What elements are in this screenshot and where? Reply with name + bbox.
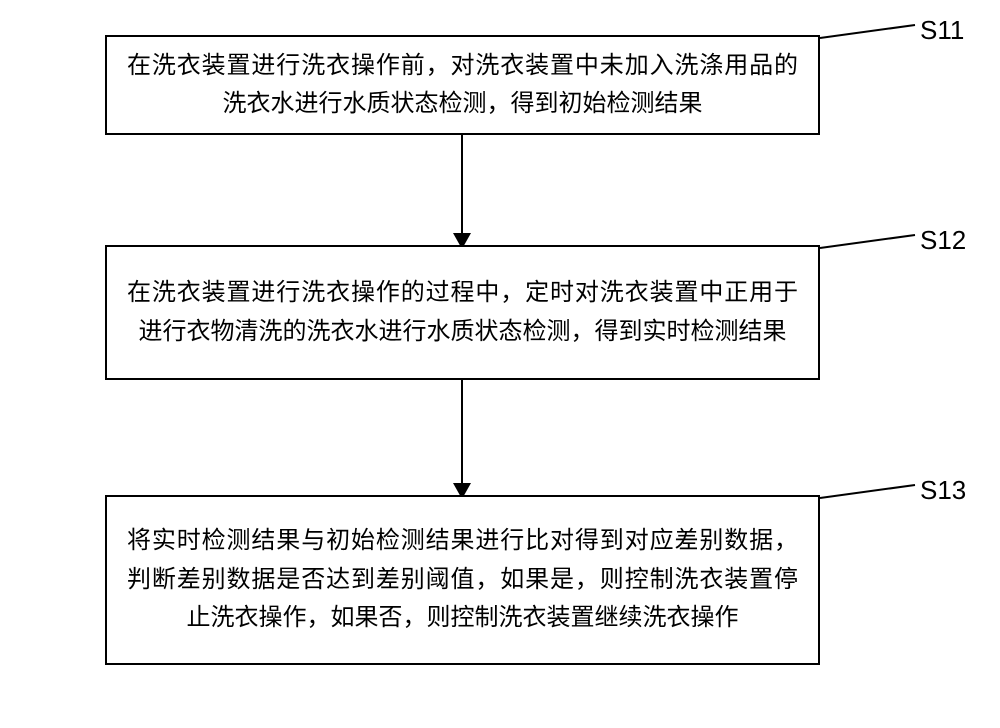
flowchart-container: 在洗衣装置进行洗衣操作前，对洗衣装置中未加入洗涤用品的洗衣水进行水质状态检测，得… — [0, 0, 1000, 728]
flow-label-s12: S12 — [920, 225, 966, 256]
flow-step-s13-text: 将实时检测结果与初始检测结果进行比对得到对应差别数据，判断差别数据是否达到差别阈… — [127, 522, 798, 637]
flow-step-s11-text: 在洗衣装置进行洗衣操作前，对洗衣装置中未加入洗涤用品的洗衣水进行水质状态检测，得… — [127, 47, 798, 124]
arrow-s11-s12 — [461, 135, 463, 233]
flow-label-s13: S13 — [920, 475, 966, 506]
flow-step-s13: 将实时检测结果与初始检测结果进行比对得到对应差别数据，判断差别数据是否达到差别阈… — [105, 495, 820, 665]
flow-step-s11: 在洗衣装置进行洗衣操作前，对洗衣装置中未加入洗涤用品的洗衣水进行水质状态检测，得… — [105, 35, 820, 135]
flow-label-s11: S11 — [920, 15, 964, 46]
arrow-s12-s13 — [461, 380, 463, 483]
flow-step-s12: 在洗衣装置进行洗衣操作的过程中，定时对洗衣装置中正用于进行衣物清洗的洗衣水进行水… — [105, 245, 820, 380]
flow-step-s12-text: 在洗衣装置进行洗衣操作的过程中，定时对洗衣装置中正用于进行衣物清洗的洗衣水进行水… — [127, 274, 798, 351]
